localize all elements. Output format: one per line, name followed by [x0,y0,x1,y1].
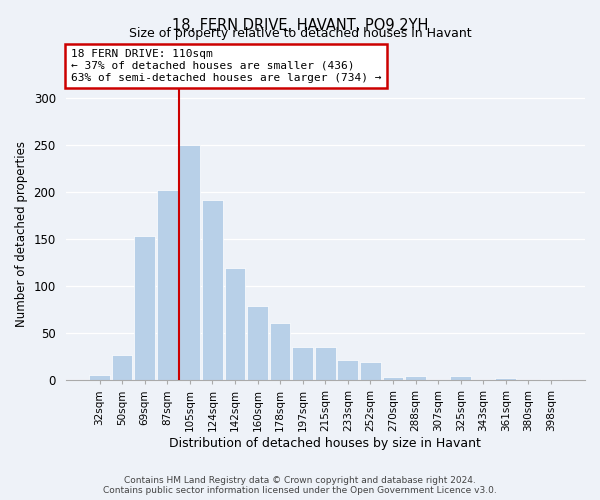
Text: Size of property relative to detached houses in Havant: Size of property relative to detached ho… [128,28,472,40]
Bar [315,348,335,380]
Bar [202,200,223,380]
Bar [360,362,381,380]
Bar [496,378,516,380]
X-axis label: Distribution of detached houses by size in Havant: Distribution of detached houses by size … [169,437,481,450]
Bar [270,323,290,380]
Text: Contains HM Land Registry data © Crown copyright and database right 2024.
Contai: Contains HM Land Registry data © Crown c… [103,476,497,495]
Bar [451,376,471,380]
Bar [337,360,358,380]
Bar [134,236,155,380]
Bar [247,306,268,380]
Y-axis label: Number of detached properties: Number of detached properties [15,142,28,328]
Bar [112,355,133,380]
Bar [89,374,110,380]
Bar [405,376,426,380]
Text: 18 FERN DRIVE: 110sqm
← 37% of detached houses are smaller (436)
63% of semi-det: 18 FERN DRIVE: 110sqm ← 37% of detached … [71,50,381,82]
Text: 18, FERN DRIVE, HAVANT, PO9 2YH: 18, FERN DRIVE, HAVANT, PO9 2YH [172,18,428,32]
Bar [179,145,200,380]
Bar [383,376,403,380]
Bar [157,190,178,380]
Bar [292,348,313,380]
Bar [224,268,245,380]
